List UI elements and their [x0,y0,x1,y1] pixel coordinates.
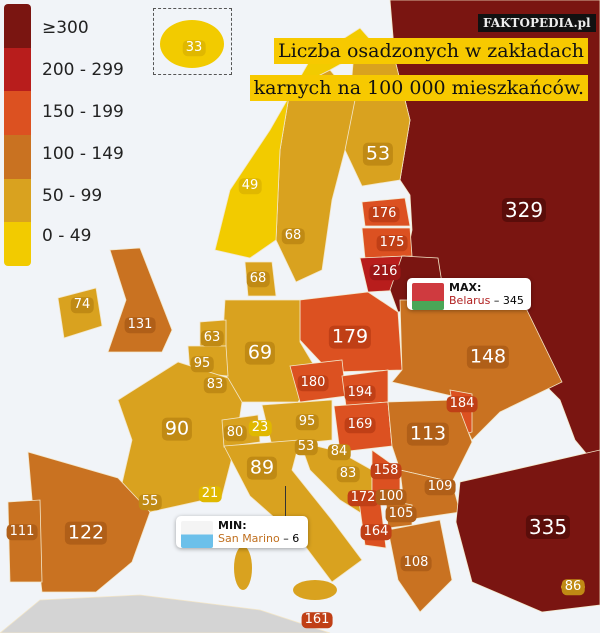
value-label: 89 [246,456,278,480]
min-tooltip: MIN: San Marino – 6 [176,516,308,548]
title-line-2: karnych na 100 000 mieszkańców. [249,75,588,101]
min-value: 6 [292,532,300,545]
portugal [7,499,43,583]
value-label: 21 [198,486,222,502]
value-label: 23 [248,420,272,436]
value-label: 329 [501,198,547,222]
value-label: 83 [203,377,227,393]
value-label: 175 [376,235,408,251]
title-line-1: Liczba osadzonych w zakładach [274,38,588,64]
value-label: 95 [190,356,214,372]
value-label: 161 [301,612,333,628]
value-label: 194 [344,385,376,401]
value-label: 111 [6,524,38,540]
value-label: 184 [446,396,478,412]
max-tooltip: MAX: Belarus – 345 [407,278,531,310]
value-label: 105 [385,506,417,522]
value-label: 86 [561,579,585,595]
sicily [293,580,337,600]
value-label: 122 [64,521,108,545]
legend-label: ≥300 [42,18,89,38]
legend-swatch [4,135,31,179]
value-label: 53 [362,142,394,166]
value-label: 33 [182,40,206,56]
san-marino-flag-icon [181,521,213,548]
value-label: 108 [400,555,432,571]
value-label: 95 [295,414,319,430]
value-label: 335 [525,515,571,539]
value-label: 55 [138,494,162,510]
ireland [57,287,103,339]
value-label: 169 [344,417,376,433]
value-label: 158 [370,463,402,479]
legend-swatch [4,178,31,223]
max-country: Belarus [449,294,491,307]
value-label: 83 [336,466,360,482]
min-country: San Marino [218,532,280,545]
value-label: 148 [466,345,510,369]
legend-color-bar [4,4,31,266]
value-label: 164 [360,524,392,540]
legend-swatch [4,4,31,48]
ukraine [391,299,563,441]
value-label: 69 [244,341,276,365]
min-pointer-line [285,486,286,516]
value-label: 53 [294,439,318,455]
min-heading: MIN: [218,519,247,532]
value-label: 172 [347,490,379,506]
value-label: 49 [238,178,262,194]
value-label: 113 [406,422,450,446]
value-label: 90 [161,417,193,441]
value-label: 74 [70,297,94,313]
value-label: 179 [328,325,372,349]
legend-label: 150 - 199 [42,102,124,122]
legend-label: 0 - 49 [42,226,92,246]
legend-swatch [4,222,31,266]
value-label: 80 [223,425,247,441]
value-label: 180 [297,375,329,391]
value-label: 131 [124,317,156,333]
legend-swatch [4,47,31,92]
value-label: 84 [327,444,351,460]
sardinia [234,546,252,590]
legend-swatch [4,91,31,136]
value-label: 176 [368,206,400,222]
value-label: 100 [375,489,407,505]
legend-label: 200 - 299 [42,60,124,80]
max-value: 345 [502,294,524,307]
belarus-flag-icon [412,283,444,310]
brand-logo: FAKTOPEDIA.pl [478,14,596,32]
value-label: 68 [246,271,270,287]
legend-label: 50 - 99 [42,186,103,206]
value-label: 68 [281,228,305,244]
value-label: 109 [424,479,456,495]
uk [107,247,173,353]
africa [0,594,331,633]
value-label: 63 [200,330,224,346]
value-label: 216 [369,264,401,280]
legend-label: 100 - 149 [42,144,124,164]
iceland-inset-frame [153,8,232,75]
max-heading: MAX: [449,281,482,294]
